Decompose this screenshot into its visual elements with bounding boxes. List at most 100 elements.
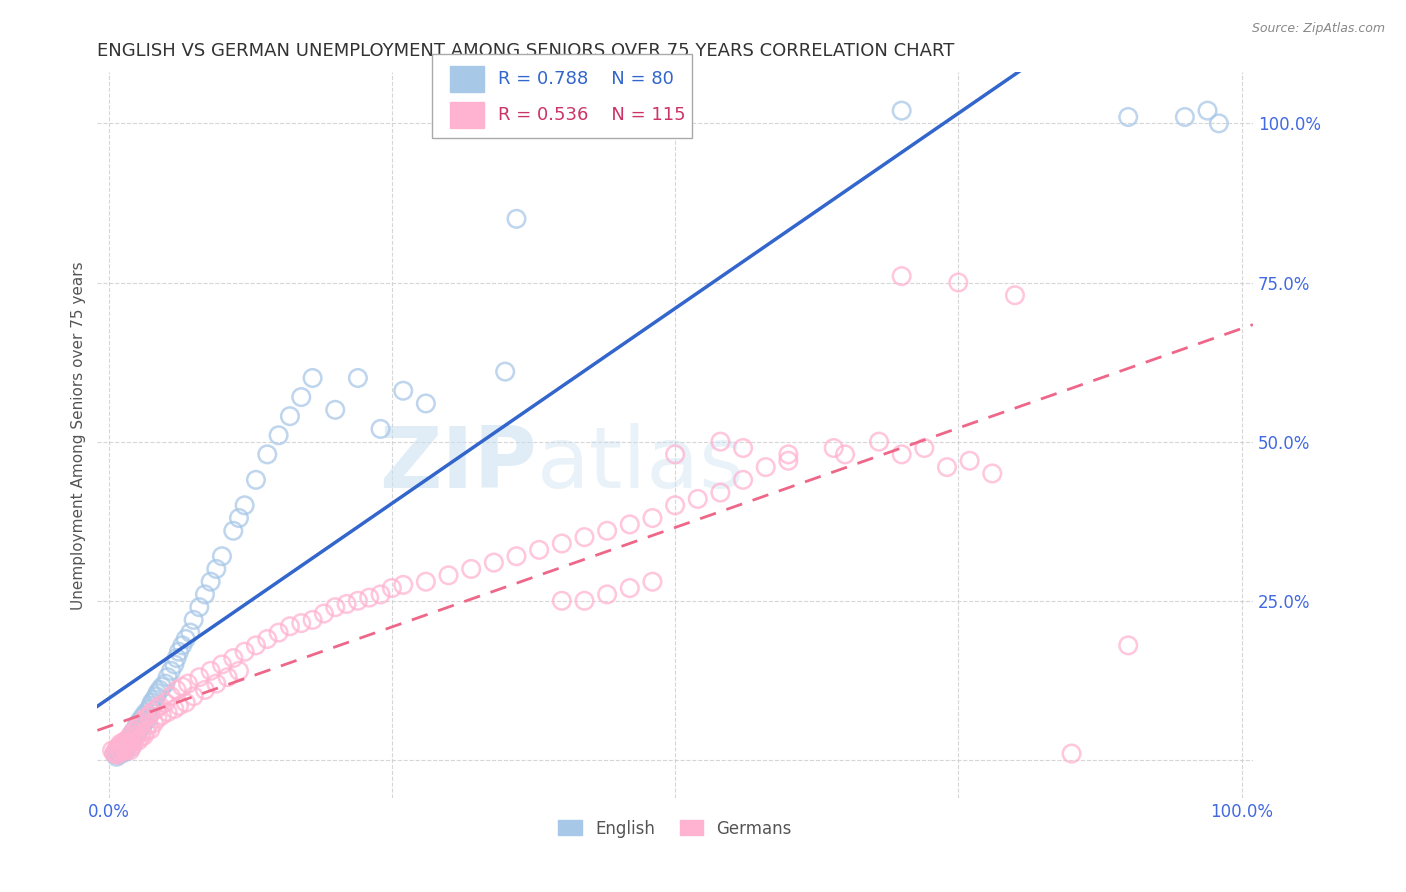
Point [108,743,131,757]
Point [347,371,370,385]
Point [120,727,142,741]
Point [135,724,157,739]
Point [1116,110,1139,124]
Point [118,737,141,751]
Point [574,594,596,608]
Point [527,110,550,124]
Point [415,396,437,410]
Point [150,680,173,694]
Point [125,721,148,735]
Point [948,276,970,290]
Point [177,676,200,690]
Point [370,422,392,436]
Point [778,454,800,468]
Point [166,651,188,665]
Point [141,696,163,710]
Point [256,632,278,646]
Point [323,600,346,615]
Point [105,749,128,764]
Point [167,645,190,659]
Point [107,745,129,759]
Point [112,739,135,753]
Point [108,747,131,762]
Point [156,705,179,719]
Point [709,485,731,500]
Point [120,743,142,757]
Point [415,574,437,589]
Point [301,371,323,385]
Point [551,116,574,130]
Point [111,741,134,756]
Point [139,698,162,713]
Point [128,718,150,732]
Point [194,587,217,601]
Point [129,721,152,735]
Point [778,447,800,461]
Point [146,686,169,700]
Point [731,441,754,455]
Point [731,473,754,487]
Point [127,724,149,739]
Point [136,718,159,732]
Point [125,721,148,735]
Point [596,524,619,538]
Point [301,613,323,627]
Point [381,581,404,595]
Point [108,737,131,751]
Point [132,729,155,743]
Point [139,723,162,737]
Point [163,702,186,716]
Text: R = 0.536    N = 115: R = 0.536 N = 115 [498,106,686,124]
Point [134,712,156,726]
Point [155,676,177,690]
Point [143,716,166,731]
Point [1197,103,1219,118]
Point [172,638,194,652]
Point [505,549,527,564]
Point [1060,747,1083,761]
Point [823,441,845,455]
Point [222,524,245,538]
Point [245,638,267,652]
FancyBboxPatch shape [450,102,485,128]
Point [163,657,186,672]
Point [890,269,912,284]
Point [228,664,250,678]
Point [596,587,619,601]
Text: ZIP: ZIP [378,423,537,506]
Point [112,735,135,749]
Point [912,441,935,455]
Point [125,727,148,741]
Point [205,562,228,576]
Point [114,743,136,757]
Point [890,103,912,118]
Point [188,600,211,615]
Point [527,542,550,557]
Point [228,511,250,525]
Point [103,747,125,761]
Point [664,498,686,512]
Point [166,682,188,697]
Point [107,747,129,762]
Point [114,740,136,755]
Point [174,632,197,646]
Point [155,696,177,710]
Point [115,737,138,751]
Point [138,708,160,723]
Point [122,724,145,739]
Point [120,731,142,745]
Point [114,745,136,759]
Point [121,734,143,748]
Point [105,741,128,756]
Point [110,747,132,761]
Point [709,434,731,449]
Point [551,536,574,550]
Point [200,664,222,678]
Point [834,447,856,461]
Point [200,574,222,589]
Point [150,708,173,723]
Point [323,402,346,417]
Point [290,390,312,404]
Point [267,428,290,442]
Point [141,705,163,719]
